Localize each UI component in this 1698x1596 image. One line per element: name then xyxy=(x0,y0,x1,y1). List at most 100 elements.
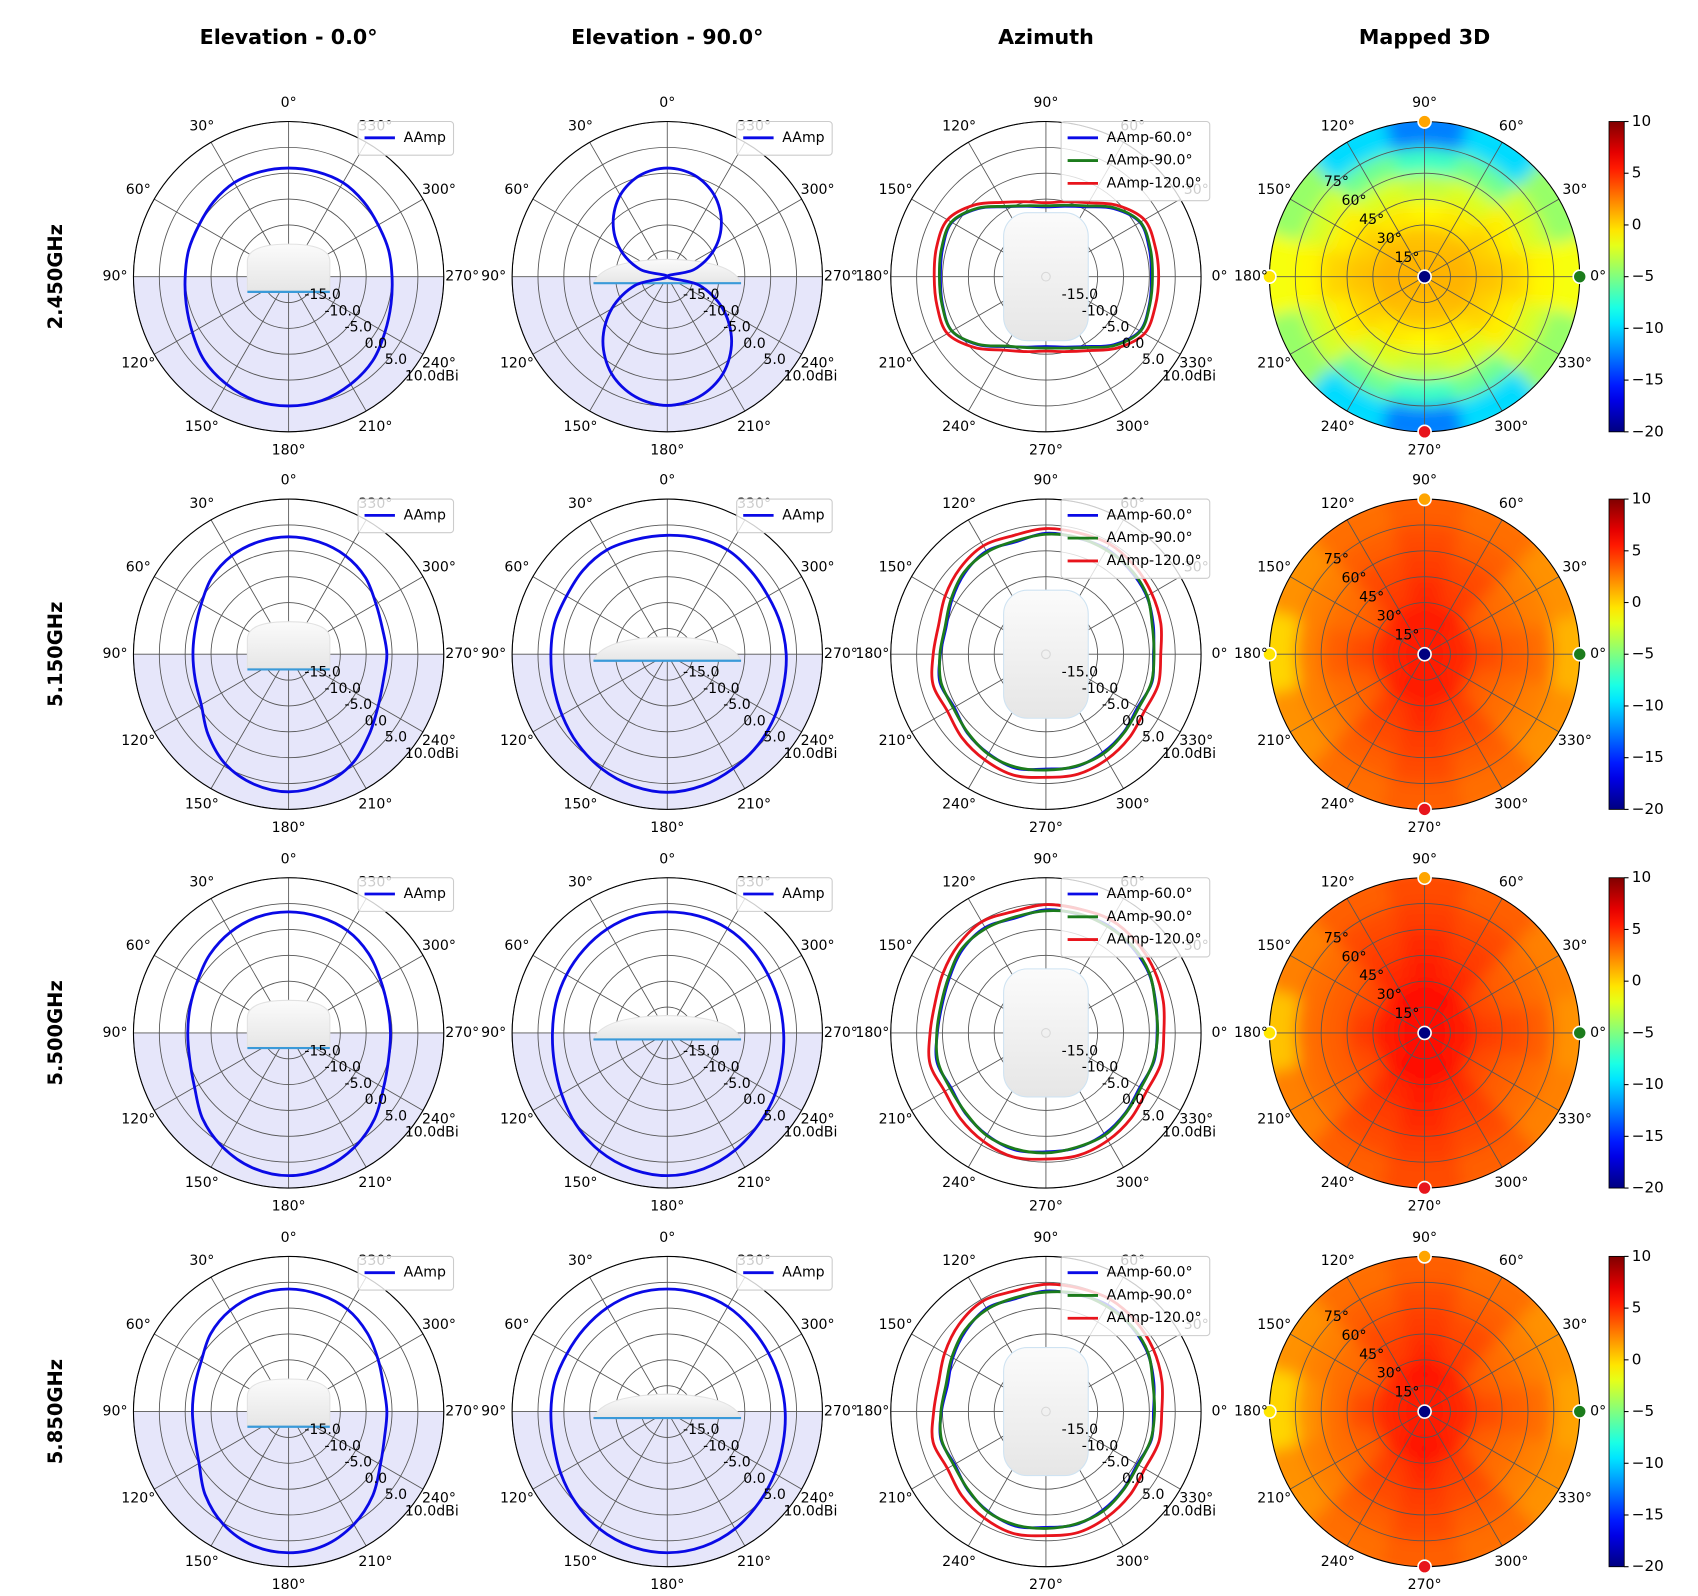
polar-chart: -15.0-10.0-5.00.05.010.0dBi 0° 30° 60° 90° 12… xyxy=(103,851,480,1214)
row-label: 5.850GHz xyxy=(44,1359,67,1464)
legend-box xyxy=(357,1255,455,1291)
theta-tick-label: 270° xyxy=(1029,442,1063,458)
direction-marker xyxy=(1572,269,1588,284)
theta-tick-label: 30° xyxy=(189,118,214,134)
grid-spoke xyxy=(532,1411,668,1490)
device-image xyxy=(592,1014,742,1040)
theta-tick-label: 210° xyxy=(737,1554,771,1570)
r-tick-label: -5.0 xyxy=(723,1076,751,1092)
r-tick-label: -10.0 xyxy=(1082,1438,1118,1454)
theta-tick-label: 30° xyxy=(189,875,214,891)
theta-tick-label: 270° xyxy=(824,1404,858,1420)
grid-spoke xyxy=(1289,1333,1425,1412)
r-tick-label: 10.0dBi xyxy=(1162,368,1216,384)
theta-tick-label: 90° xyxy=(1412,95,1437,111)
row-label: 5.500GHz xyxy=(44,980,67,1085)
theta-tick-label: 90° xyxy=(481,1025,506,1041)
theta-tick-label: 90° xyxy=(1033,95,1058,111)
theta-tick-label: 60° xyxy=(504,182,529,198)
grid-spoke xyxy=(667,1411,802,1490)
pattern-line xyxy=(549,1287,787,1555)
theta-tick-label: 270° xyxy=(445,1404,479,1420)
theta-tick-label: 90° xyxy=(1412,851,1437,867)
theta-tick-label: 90° xyxy=(103,646,128,662)
device-logo xyxy=(1041,1406,1051,1417)
legend-box xyxy=(1060,1255,1211,1337)
legend-label: AAmp xyxy=(404,886,446,902)
plot-border xyxy=(132,1255,445,1568)
colorbar-tick-label: 0 xyxy=(1632,1350,1642,1368)
theta-tick-label: 300° xyxy=(1494,419,1528,435)
theta-tick-label: 300° xyxy=(422,938,456,954)
colorbar-tick-label: 0 xyxy=(1632,215,1642,233)
r-tick-label: -10.0 xyxy=(703,681,739,697)
grid-spoke xyxy=(1346,142,1425,277)
grid-spoke xyxy=(1289,576,1425,655)
plot-border xyxy=(511,498,823,810)
plot-border xyxy=(890,1255,1202,1568)
theta-tick-label: 150° xyxy=(1257,938,1291,954)
theta-tick-label: 210° xyxy=(737,419,771,435)
device-logo xyxy=(1041,649,1051,660)
theta-tick-label: 30° xyxy=(568,118,593,134)
r-tick-label: 30° xyxy=(1377,1366,1402,1382)
direction-marker xyxy=(1262,269,1277,284)
theta-tick-label: 180° xyxy=(650,442,684,458)
grid-spoke xyxy=(589,142,668,277)
theta-tick-label: 330° xyxy=(1558,355,1592,371)
plot-border xyxy=(511,120,823,433)
legend-box xyxy=(1060,498,1211,579)
grid-spoke xyxy=(1289,954,1425,1034)
theta-tick-label: 60° xyxy=(1499,118,1524,134)
colorbar-tick-label: −20 xyxy=(1632,1179,1664,1197)
theta-tick-label: 0° xyxy=(1212,1404,1228,1420)
theta-tick-label: 60° xyxy=(1499,875,1524,891)
legend-label: AAmp-90.0° xyxy=(1107,153,1193,169)
colorbar-tick-label: 5 xyxy=(1632,920,1642,938)
r-tick-label: 5.0 xyxy=(763,730,785,746)
theta-tick-label: 0° xyxy=(1590,1025,1606,1041)
r-tick-label: 10.0dBi xyxy=(783,368,837,384)
legend-label: AAmp-120.0° xyxy=(1107,1310,1202,1326)
grid-spoke xyxy=(1289,653,1425,733)
theta-tick-label: 0° xyxy=(281,1230,297,1246)
device-image xyxy=(246,1378,331,1427)
theta-tick-label: 150° xyxy=(1257,559,1291,575)
grid-spoke xyxy=(1424,653,1560,733)
legend-label: AAmp-120.0° xyxy=(1107,175,1202,191)
column-title: Elevation - 90.0° xyxy=(571,25,763,49)
legend-label: AAmp-60.0° xyxy=(1107,1265,1193,1281)
r-tick-label: -10.0 xyxy=(1082,681,1118,697)
theta-tick-label: 240° xyxy=(422,1490,456,1506)
theta-tick-label: 90° xyxy=(1412,473,1437,489)
theta-tick-label: 300° xyxy=(801,182,835,198)
grid-spoke xyxy=(666,1411,746,1547)
r-tick-label: -15.0 xyxy=(683,665,719,681)
theta-tick-label: 240° xyxy=(801,1490,835,1506)
r-tick-label: -5.0 xyxy=(345,697,373,713)
r-tick-label: -10.0 xyxy=(703,1438,739,1454)
theta-tick-label: 90° xyxy=(103,1404,128,1420)
r-tick-label: -10.0 xyxy=(703,303,739,319)
theta-tick-label: 330° xyxy=(1179,1112,1213,1128)
theta-tick-label: 120° xyxy=(500,1112,534,1128)
theta-tick-label: 0° xyxy=(1212,1025,1228,1041)
grid-spoke xyxy=(666,276,746,412)
pattern-line xyxy=(186,910,392,1178)
r-tick-label: -10.0 xyxy=(324,681,360,697)
colorbar-tick-label: −5 xyxy=(1632,267,1654,285)
theta-tick-label: 150° xyxy=(185,1175,219,1191)
legend-label: AAmp-120.0° xyxy=(1107,932,1202,948)
r-tick-label: 5.0 xyxy=(1142,730,1164,746)
r-tick-label: 0.0 xyxy=(1122,1092,1144,1108)
legend-box xyxy=(357,498,455,534)
theta-tick-label: 60° xyxy=(126,938,151,954)
device-logo xyxy=(1041,271,1051,282)
r-tick-label: 45° xyxy=(1359,212,1384,228)
grid-spoke xyxy=(666,142,746,277)
device-image xyxy=(1003,589,1089,719)
theta-tick-label: 180° xyxy=(855,269,889,285)
r-tick-label: 75° xyxy=(1324,1309,1349,1325)
grid-spoke xyxy=(589,1276,668,1412)
r-tick-label: -10.0 xyxy=(1082,1060,1118,1076)
